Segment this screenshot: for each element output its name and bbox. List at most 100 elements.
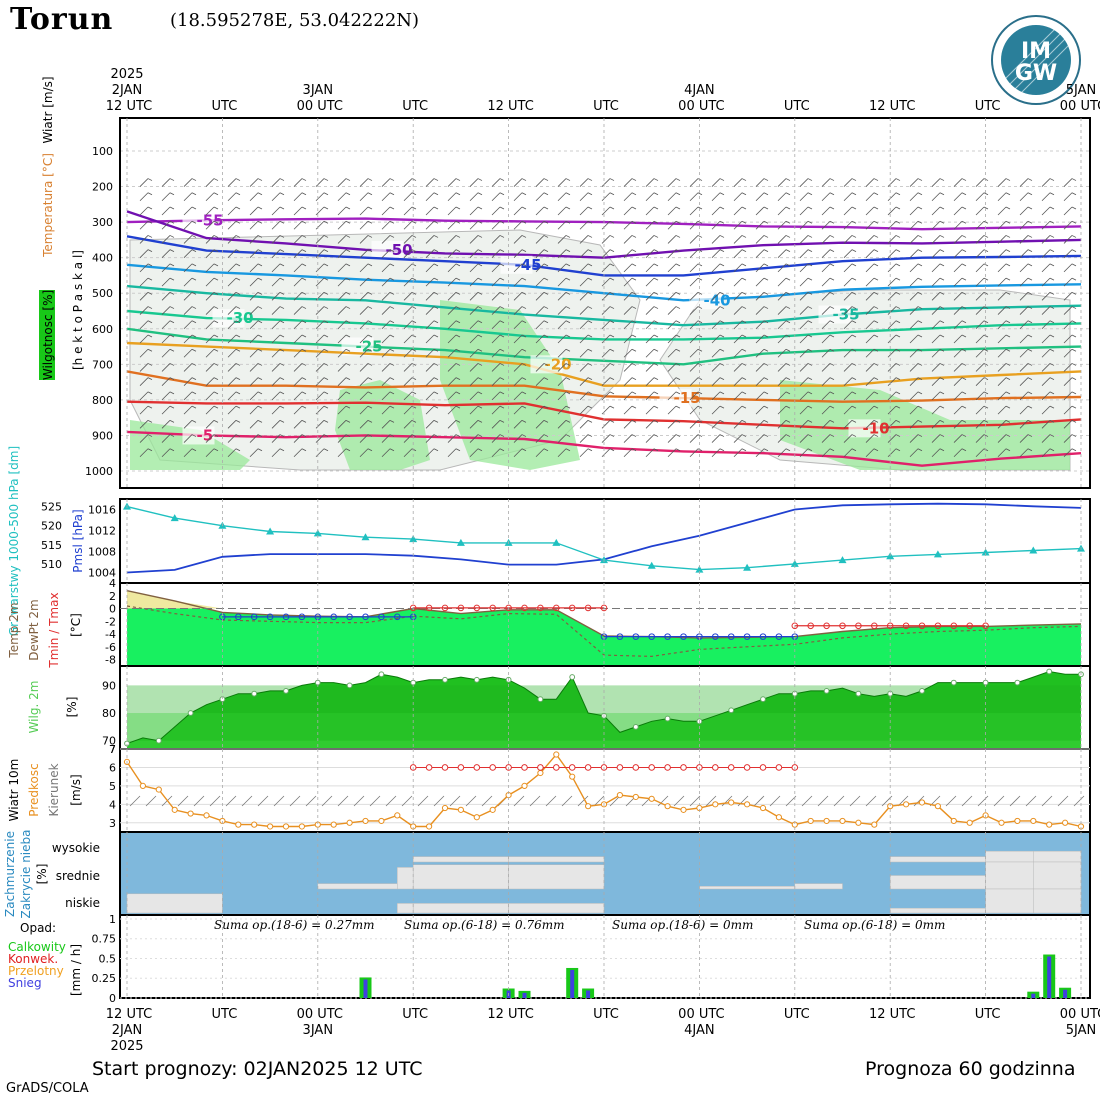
wind-barb (1019, 277, 1029, 287)
wind-barb-flag (191, 206, 197, 210)
wind-barb-flag (411, 277, 417, 281)
wind-barb-flag (631, 434, 637, 437)
wind-barb (315, 334, 325, 344)
wind-barb-flag (763, 434, 769, 437)
wind-barb (491, 249, 501, 258)
wind-barb (315, 434, 325, 443)
wind-direction-barb (913, 795, 925, 807)
wind-barb-flag (147, 320, 153, 324)
wind-barb (1019, 178, 1029, 187)
wind-barb (931, 292, 941, 301)
wind-barb (249, 292, 259, 301)
wind-barb-flag (741, 263, 747, 267)
wind-barb-flag (917, 377, 923, 381)
geopotential-marker (552, 538, 561, 546)
wind-barb (645, 292, 655, 301)
wind-barb (425, 448, 435, 458)
wind-barb (843, 277, 853, 287)
wind-barb (139, 292, 149, 301)
wind-barb (865, 292, 875, 301)
wind-barb-flag (543, 291, 549, 295)
wind-barb (843, 405, 853, 415)
time-label-bottom: 12 UTC (869, 1007, 915, 1022)
wind-barb-flag (741, 334, 747, 338)
wind-barb (975, 178, 985, 187)
wind-barb (579, 448, 589, 458)
wind-barb-flag (543, 320, 549, 324)
wind-barb (425, 348, 435, 358)
wind-barb (1041, 377, 1051, 386)
wind-barb-flag (609, 263, 615, 267)
cloud-cover-bar (508, 856, 605, 863)
wind-speed-marker (489, 806, 496, 813)
wind-barb-flag (785, 306, 791, 309)
wind-barb-flag (631, 249, 637, 253)
wind-barb (843, 263, 853, 273)
wind-barb (755, 320, 765, 330)
wind-barb-flag (367, 263, 373, 267)
wind-barb-flag (1005, 306, 1011, 309)
humidity-marker (664, 715, 671, 722)
wind-barb-flag (521, 249, 527, 253)
wind-barb (359, 363, 369, 372)
wind-barb-flag (345, 291, 351, 295)
wind-barb-flag (499, 419, 505, 423)
wind-barb-flag (499, 235, 505, 238)
wind-barb-flag (587, 377, 593, 381)
wind-barb-flag (785, 291, 791, 295)
wind-barb-flag (169, 291, 175, 295)
tminmax-marker (616, 633, 624, 640)
humidity-marker (442, 676, 448, 683)
precip-legend-item: Calkowity (8, 940, 66, 954)
wind-barb-flag (301, 405, 307, 409)
wind-barb (513, 192, 523, 202)
wind-barb-flag (323, 348, 329, 352)
wind-barb (513, 320, 523, 330)
time-label-top: 00 UTC (1060, 99, 1100, 114)
wind-barb (909, 277, 919, 287)
wind-barb (755, 434, 765, 443)
wind-barb (821, 377, 831, 386)
wind-barb-flag (477, 249, 483, 253)
wind-barb-flag (455, 192, 461, 196)
wind-barb-flag (433, 405, 439, 409)
isotherm-label-bg (659, 389, 692, 408)
tminmax-marker (727, 633, 735, 640)
wind-barb (293, 405, 303, 415)
wind-barb (645, 377, 655, 386)
tminmax-marker (743, 633, 751, 640)
wind-barb-flag (301, 377, 307, 381)
wind-barb-flag (961, 263, 967, 267)
wind-barb-flag (785, 263, 791, 267)
wind-barb (535, 220, 545, 230)
wind-barb (249, 420, 259, 429)
wind-barb (161, 277, 171, 287)
wind-barb-flag (1005, 334, 1011, 338)
wind-barb-flag (521, 178, 527, 181)
cloud-cover-bar (889, 875, 986, 890)
wind-barb-flag (279, 320, 285, 324)
wind-barb (403, 192, 413, 202)
wind-barb-flag (719, 391, 725, 395)
wind-barb (513, 306, 523, 315)
wind-barb-flag (917, 334, 923, 338)
isotherm-label-bg (212, 309, 245, 328)
wind-barb-flag (433, 220, 439, 224)
wind-barb-flag (169, 220, 175, 224)
wind-barb-flag (807, 363, 813, 366)
wind-barb (689, 448, 699, 458)
wind-barb (667, 235, 677, 244)
wind-barb-flag (895, 434, 901, 437)
wind-barb-flag (719, 377, 725, 381)
wind-barb-flag (565, 448, 571, 452)
wind-barb-flag (1049, 448, 1055, 452)
wind-barb (1019, 192, 1029, 202)
wind-barb (887, 377, 897, 386)
wind-barb-flag (917, 448, 923, 452)
wind-barb-flag (697, 320, 703, 324)
wind-barb-flag (675, 192, 681, 196)
wind-barb (799, 348, 809, 358)
wind-barb (623, 405, 633, 415)
wind-barb-flag (389, 220, 395, 224)
wind-barb-flag (1049, 405, 1055, 409)
